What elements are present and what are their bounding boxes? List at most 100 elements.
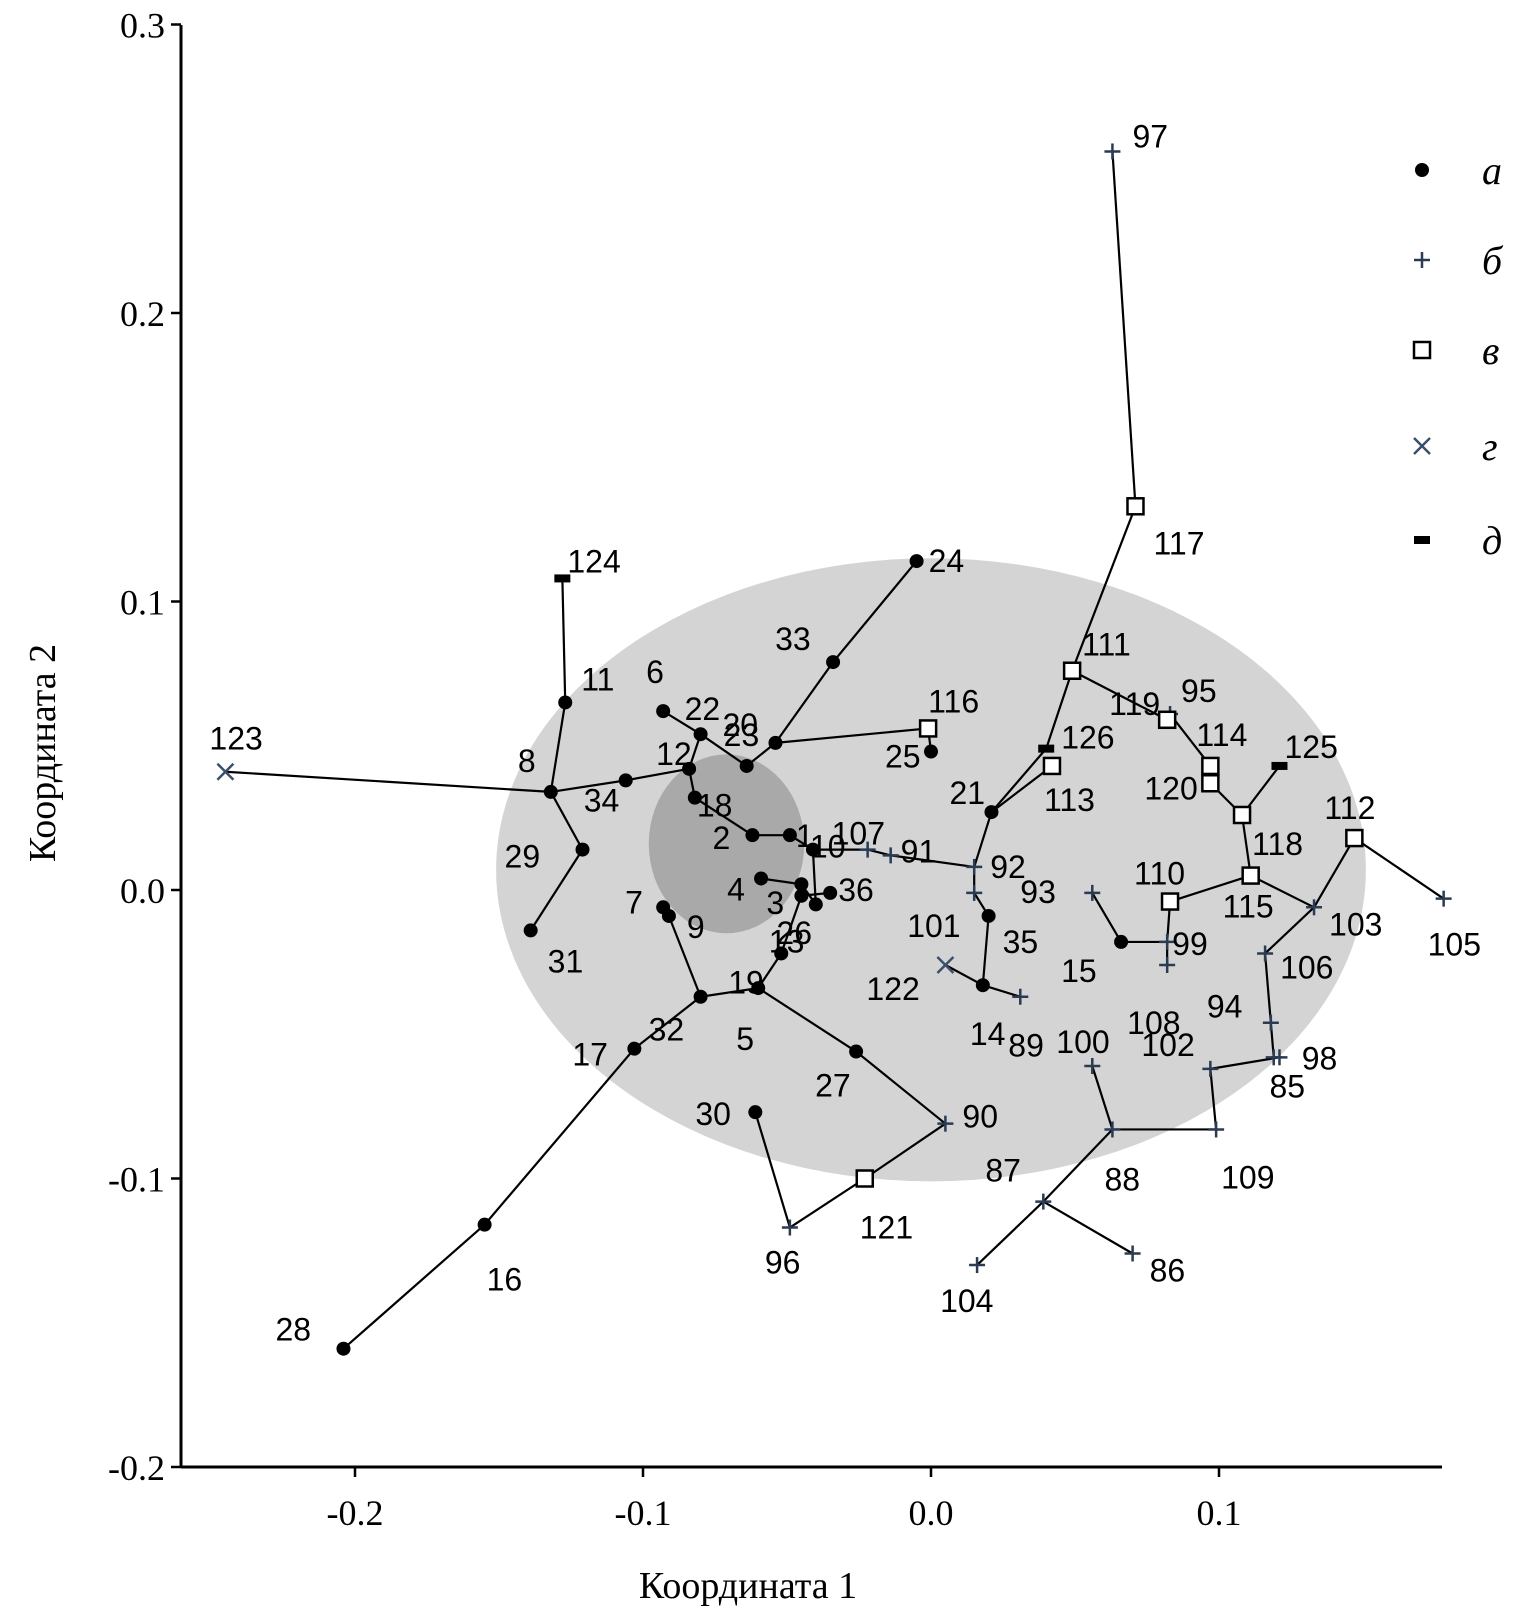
point-label-2: 2 xyxy=(712,820,730,856)
point-label-101: 101 xyxy=(907,908,960,944)
point-label-14: 14 xyxy=(970,1016,1006,1052)
square xyxy=(1062,661,1082,680)
edge-118-115 xyxy=(1240,814,1252,876)
point-92 xyxy=(966,858,983,875)
point-label-119: 119 xyxy=(1109,686,1160,722)
point-label-114: 114 xyxy=(1196,717,1247,753)
edge-121-96 xyxy=(789,1177,866,1229)
point-label-35: 35 xyxy=(1003,924,1039,960)
edge-29-31 xyxy=(529,849,584,931)
point-24 xyxy=(909,554,924,569)
square xyxy=(1160,892,1180,911)
point-93 xyxy=(1084,884,1101,901)
point-label-31: 31 xyxy=(548,943,584,979)
point-119 xyxy=(1157,710,1177,730)
point-26 xyxy=(794,888,809,903)
point-label-113: 113 xyxy=(1044,782,1095,818)
edge-87-86 xyxy=(1042,1200,1134,1255)
point-label-94: 94 xyxy=(1207,989,1243,1025)
edge-28-16 xyxy=(342,1223,486,1350)
point-label-7: 7 xyxy=(625,884,643,920)
point-label-1: 1 xyxy=(796,818,814,854)
square xyxy=(1241,866,1260,885)
edge-2-18 xyxy=(694,796,754,837)
square xyxy=(918,719,938,738)
edge-8-123 xyxy=(225,770,551,794)
square xyxy=(1126,497,1145,516)
y-tick-label: 0.1 xyxy=(120,583,165,623)
dash xyxy=(554,574,571,583)
point-label-17: 17 xyxy=(572,1037,608,1073)
point-17 xyxy=(627,1041,642,1056)
point-122 xyxy=(936,956,955,974)
x-tick-label: -0.2 xyxy=(327,1493,384,1533)
point-label-88: 88 xyxy=(1104,1161,1140,1197)
point-label-112: 112 xyxy=(1324,790,1375,826)
point-98 xyxy=(1265,1049,1282,1066)
inner-cluster-region xyxy=(648,754,805,934)
point-35 xyxy=(981,908,996,923)
edge-106-94 xyxy=(1263,953,1272,1023)
point-113 xyxy=(1042,756,1062,776)
point-label-10: 10 xyxy=(810,829,846,865)
point-label-29: 29 xyxy=(505,839,541,875)
point-label-98: 98 xyxy=(1302,1040,1338,1076)
point-label-36: 36 xyxy=(838,872,874,908)
x-tick-label: 0.1 xyxy=(1197,1493,1242,1533)
x-axis-title: Координата 1 xyxy=(639,1565,857,1607)
network-edges xyxy=(225,151,1445,1350)
point-label-32: 32 xyxy=(649,1012,685,1048)
point-104 xyxy=(969,1257,986,1274)
edge-27-90 xyxy=(855,1050,947,1125)
point-label-33: 33 xyxy=(775,621,811,657)
point-116 xyxy=(918,719,938,738)
point-label-13: 13 xyxy=(769,923,805,959)
outer-cluster-region xyxy=(496,558,1366,1182)
point-label-23: 23 xyxy=(724,717,760,753)
point-label-121: 121 xyxy=(860,1210,913,1246)
point-label-102: 102 xyxy=(1141,1027,1194,1063)
point-label-22: 22 xyxy=(685,691,721,727)
point-10 xyxy=(805,842,820,857)
point-label-124: 124 xyxy=(567,543,620,579)
point-label-108: 108 xyxy=(1127,1005,1180,1041)
point-label-21: 21 xyxy=(949,775,985,811)
y-axis-title: Координата 2 xyxy=(22,644,64,862)
legend-marker-g xyxy=(1413,437,1431,455)
legend-label-a: а xyxy=(1482,148,1502,193)
point-label-118: 118 xyxy=(1252,826,1303,862)
point-label-15: 15 xyxy=(1061,953,1097,989)
point-100 xyxy=(1084,1057,1101,1074)
edge-20-33 xyxy=(774,661,834,744)
point-111 xyxy=(1062,661,1082,680)
edge-32-5 xyxy=(700,987,759,998)
point-16 xyxy=(477,1217,492,1232)
point-109 xyxy=(1208,1121,1225,1138)
point-29 xyxy=(575,842,590,857)
edge-92-21 xyxy=(973,811,993,868)
point-label-92: 92 xyxy=(990,849,1026,885)
edge-12-34 xyxy=(625,767,690,782)
y-tick-label: -0.2 xyxy=(108,1448,165,1488)
edge-8-11 xyxy=(549,702,567,793)
point-125 xyxy=(1271,761,1288,770)
point-label-109: 109 xyxy=(1221,1159,1274,1195)
point-91 xyxy=(882,847,899,864)
point-label-6: 6 xyxy=(646,654,664,690)
point-label-120: 120 xyxy=(1144,770,1197,806)
legend: абв г д xyxy=(1412,148,1504,563)
point-96 xyxy=(781,1219,798,1236)
point-106 xyxy=(1257,945,1274,962)
edge-91-92 xyxy=(890,854,975,869)
point-label-97: 97 xyxy=(1132,118,1168,154)
point-label-104: 104 xyxy=(940,1283,993,1319)
legend-label-g: г xyxy=(1482,424,1498,469)
edge-21-113 xyxy=(990,765,1053,813)
point-27 xyxy=(849,1044,864,1059)
point-9 xyxy=(661,908,676,923)
square xyxy=(1412,340,1432,360)
edge-117-97 xyxy=(1111,151,1137,507)
point-label-105: 105 xyxy=(1428,927,1481,963)
point-label-125: 125 xyxy=(1284,729,1337,765)
point-label-93: 93 xyxy=(1020,874,1056,910)
